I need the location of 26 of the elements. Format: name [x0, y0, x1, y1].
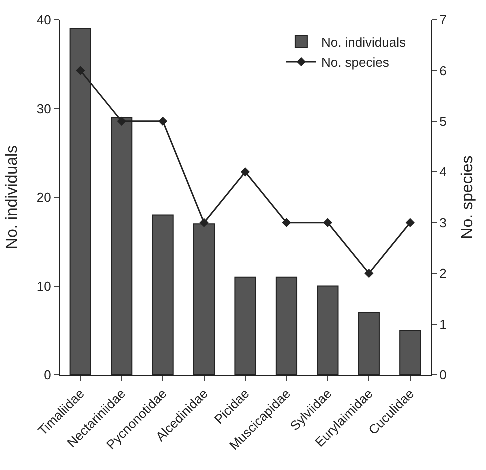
point	[117, 116, 126, 126]
point	[364, 269, 374, 278]
y2-tick-label: 7	[440, 12, 447, 28]
point	[406, 218, 415, 228]
y2-tick-label: 3	[440, 215, 447, 230]
y-axis-title: No. individuals	[4, 145, 21, 250]
y2-tick-label: 0	[440, 368, 447, 383]
y-tick-label: 20	[36, 190, 52, 206]
y2-tick-label: 2	[440, 266, 447, 282]
y2-tick-label: 4	[440, 164, 447, 180]
legend-label: No. species	[321, 55, 390, 70]
y-tick-label: 0	[44, 368, 52, 383]
y2-axis-title: No. species	[460, 156, 477, 240]
point	[76, 66, 86, 76]
y-tick-label: 30	[36, 101, 52, 116]
point	[240, 168, 250, 177]
y2-tick-label: 6	[440, 63, 447, 78]
y2-tick-label: 5	[440, 114, 447, 129]
point	[158, 116, 168, 126]
y-tick-label: 10	[36, 278, 52, 294]
point	[200, 218, 209, 228]
legend-label: No. individuals	[321, 35, 406, 50]
point	[282, 218, 292, 228]
y-tick-label: 40	[36, 12, 52, 28]
point	[323, 218, 332, 228]
y2-tick-label: 1	[440, 316, 447, 332]
